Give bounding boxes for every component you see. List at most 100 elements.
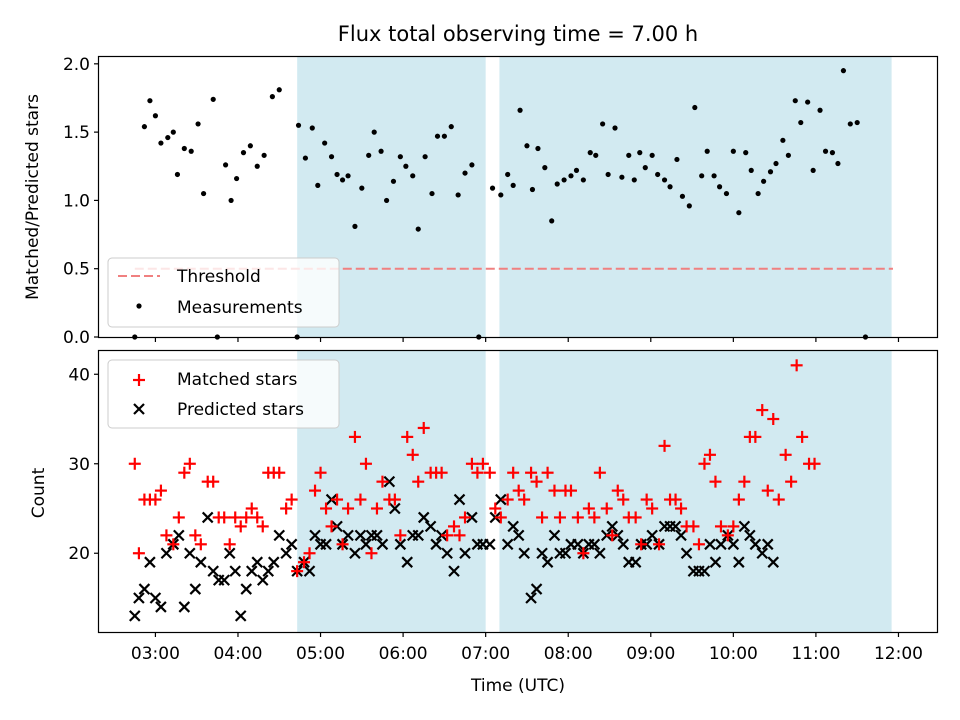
y-tick-label: 40: [68, 365, 90, 385]
measurement-point: [711, 173, 717, 179]
measurement-point: [612, 125, 618, 131]
matched-stars-point: [245, 502, 258, 515]
measurement-point: [269, 94, 275, 100]
measurement-point: [455, 192, 461, 198]
y-tick-label: 0.0: [63, 328, 90, 348]
y-tick-label: 20: [68, 544, 90, 564]
matched-stars-point: [291, 565, 304, 578]
predicted-stars-point: [128, 610, 141, 622]
measurement-point: [448, 124, 454, 130]
predicted-stars-point: [704, 538, 716, 551]
measurement-point: [141, 124, 148, 130]
matched-stars-point: [256, 520, 269, 533]
matched-stars-point: [476, 457, 489, 470]
predicted-stars-point: [559, 547, 572, 560]
matched-stars-point: [273, 466, 286, 479]
predicted-stars-point: [430, 538, 442, 551]
matched-stars-point: [309, 484, 322, 497]
measurement-point: [767, 169, 774, 175]
measurement-point: [234, 175, 240, 182]
measurement-point: [228, 197, 234, 204]
matched-stars-point: [727, 520, 740, 533]
measurement-point: [723, 190, 730, 197]
matched-stars-point: [441, 529, 454, 542]
bottom-panel-frame: [97, 349, 939, 634]
matched-stars-point: [525, 466, 538, 479]
x-tick-label: 11:00: [791, 644, 840, 664]
x-tick-label: 08:00: [544, 644, 593, 664]
matched-stars-point: [435, 466, 448, 479]
predicted-stars-point: [229, 565, 242, 577]
measurement-point: [699, 173, 705, 179]
predicted-stars-point: [548, 529, 561, 542]
measurement-point: [835, 160, 841, 167]
predicted-stars-point: [342, 529, 354, 542]
matched-stars-point: [229, 511, 242, 524]
measurement-point: [649, 152, 655, 158]
matched-stars-point: [785, 475, 798, 488]
matched-stars-point: [669, 493, 682, 506]
matched-stars-point: [325, 520, 338, 533]
matched-stars-point: [779, 448, 792, 461]
matched-stars-point: [365, 547, 378, 560]
predicted-stars-point: [273, 529, 286, 542]
measurement-point: [730, 148, 736, 154]
measurement-point: [498, 192, 504, 198]
measurement-point: [561, 177, 567, 183]
measurement-point: [605, 171, 611, 178]
predicted-stars-point: [280, 547, 292, 560]
matched-stars-point: [494, 511, 507, 524]
measurement-point: [158, 140, 164, 146]
measurement-point: [309, 125, 315, 131]
matched-stars-point: [160, 529, 173, 542]
measurement-point: [773, 160, 779, 167]
measurement-point: [397, 154, 403, 160]
predicted-stars-point: [309, 529, 321, 542]
matched-stars-point: [749, 430, 762, 443]
predicted-stars-point: [195, 556, 207, 568]
matched-stars-point: [354, 493, 367, 506]
predicted-stars-point: [267, 556, 280, 568]
matched-stars-point: [698, 457, 711, 470]
y-tick-label: 1.5: [63, 123, 90, 143]
x-tick-label: 12:00: [874, 644, 923, 664]
predicted-stars-point: [184, 547, 196, 560]
measurement-point: [222, 162, 229, 168]
measurement-point: [147, 98, 153, 104]
predicted-stars-point: [507, 520, 519, 533]
bottom-legend: Matched stars Predicted stars: [107, 359, 340, 429]
matched-stars-point: [359, 457, 372, 470]
predicted-stars-point: [756, 547, 769, 560]
predicted-stars-point: [360, 538, 372, 551]
predicted-stars-point: [466, 511, 478, 524]
measurement-point: [174, 171, 181, 178]
matched-stars-point: [507, 466, 520, 479]
matched-stars-point: [132, 547, 145, 560]
y-axis-top: 0.0 0.5 1.0 1.5 2.0: [63, 55, 99, 348]
matched-stars-point: [303, 547, 316, 560]
matched-stars-point: [348, 430, 361, 443]
predicted-stars-point: [594, 547, 606, 560]
measurement-point: [679, 193, 686, 199]
predicted-stars-point: [173, 529, 185, 542]
matched-stars-point: [582, 502, 595, 515]
predicted-stars-point: [245, 565, 258, 577]
measurement-point: [805, 99, 811, 105]
predicted-stars-point: [606, 520, 619, 533]
measurement-point: [505, 171, 511, 178]
matched-stars-point: [600, 502, 613, 515]
matched-stars-point: [149, 493, 162, 506]
bottom-legend-box: [107, 359, 340, 429]
measurement-point: [761, 178, 767, 184]
measurement-point: [535, 145, 541, 152]
predicted-stars-point: [412, 529, 425, 542]
matched-stars-point: [406, 448, 419, 461]
measurement-point: [170, 129, 176, 135]
top-legend-box: [107, 257, 340, 328]
measurement-point: [593, 152, 599, 158]
predicted-stars-point: [572, 538, 584, 551]
predicted-stars-point: [285, 538, 298, 551]
predicted-stars-point: [495, 493, 507, 506]
predicted-stars-point: [371, 529, 383, 542]
measurement-point: [626, 152, 632, 158]
